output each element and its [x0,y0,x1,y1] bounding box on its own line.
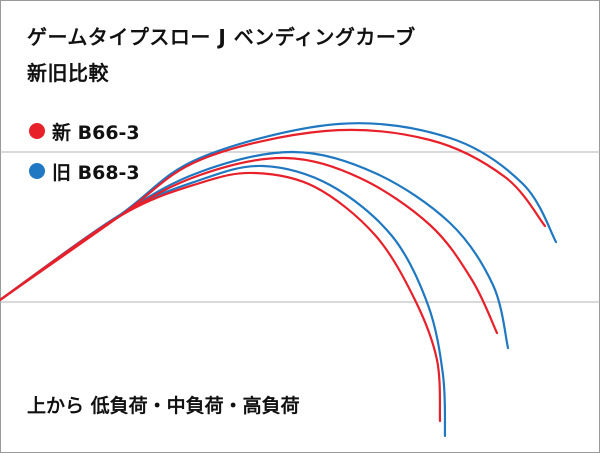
legend-marker-new [29,123,45,139]
load-order-note: 上から 低負荷・中負荷・高負荷 [27,395,300,417]
chart-subtitle: 新旧比較 [27,61,109,85]
legend-item-old: 旧 B68-3 [29,160,140,184]
curve-old-low-load [0,122,558,302]
curve-new-high-load [0,171,442,423]
legend-label-old: 旧 B68-3 [52,161,140,184]
legend-item-new: 新 B66-3 [29,120,140,144]
chart-title: ゲームタイプスロー J ベンディングカーブ [27,25,416,49]
legend-marker-old [29,163,45,179]
legend-label-new: 新 B66-3 [52,121,140,144]
curve-new-low-load [0,128,547,302]
curves-layer [0,122,558,438]
